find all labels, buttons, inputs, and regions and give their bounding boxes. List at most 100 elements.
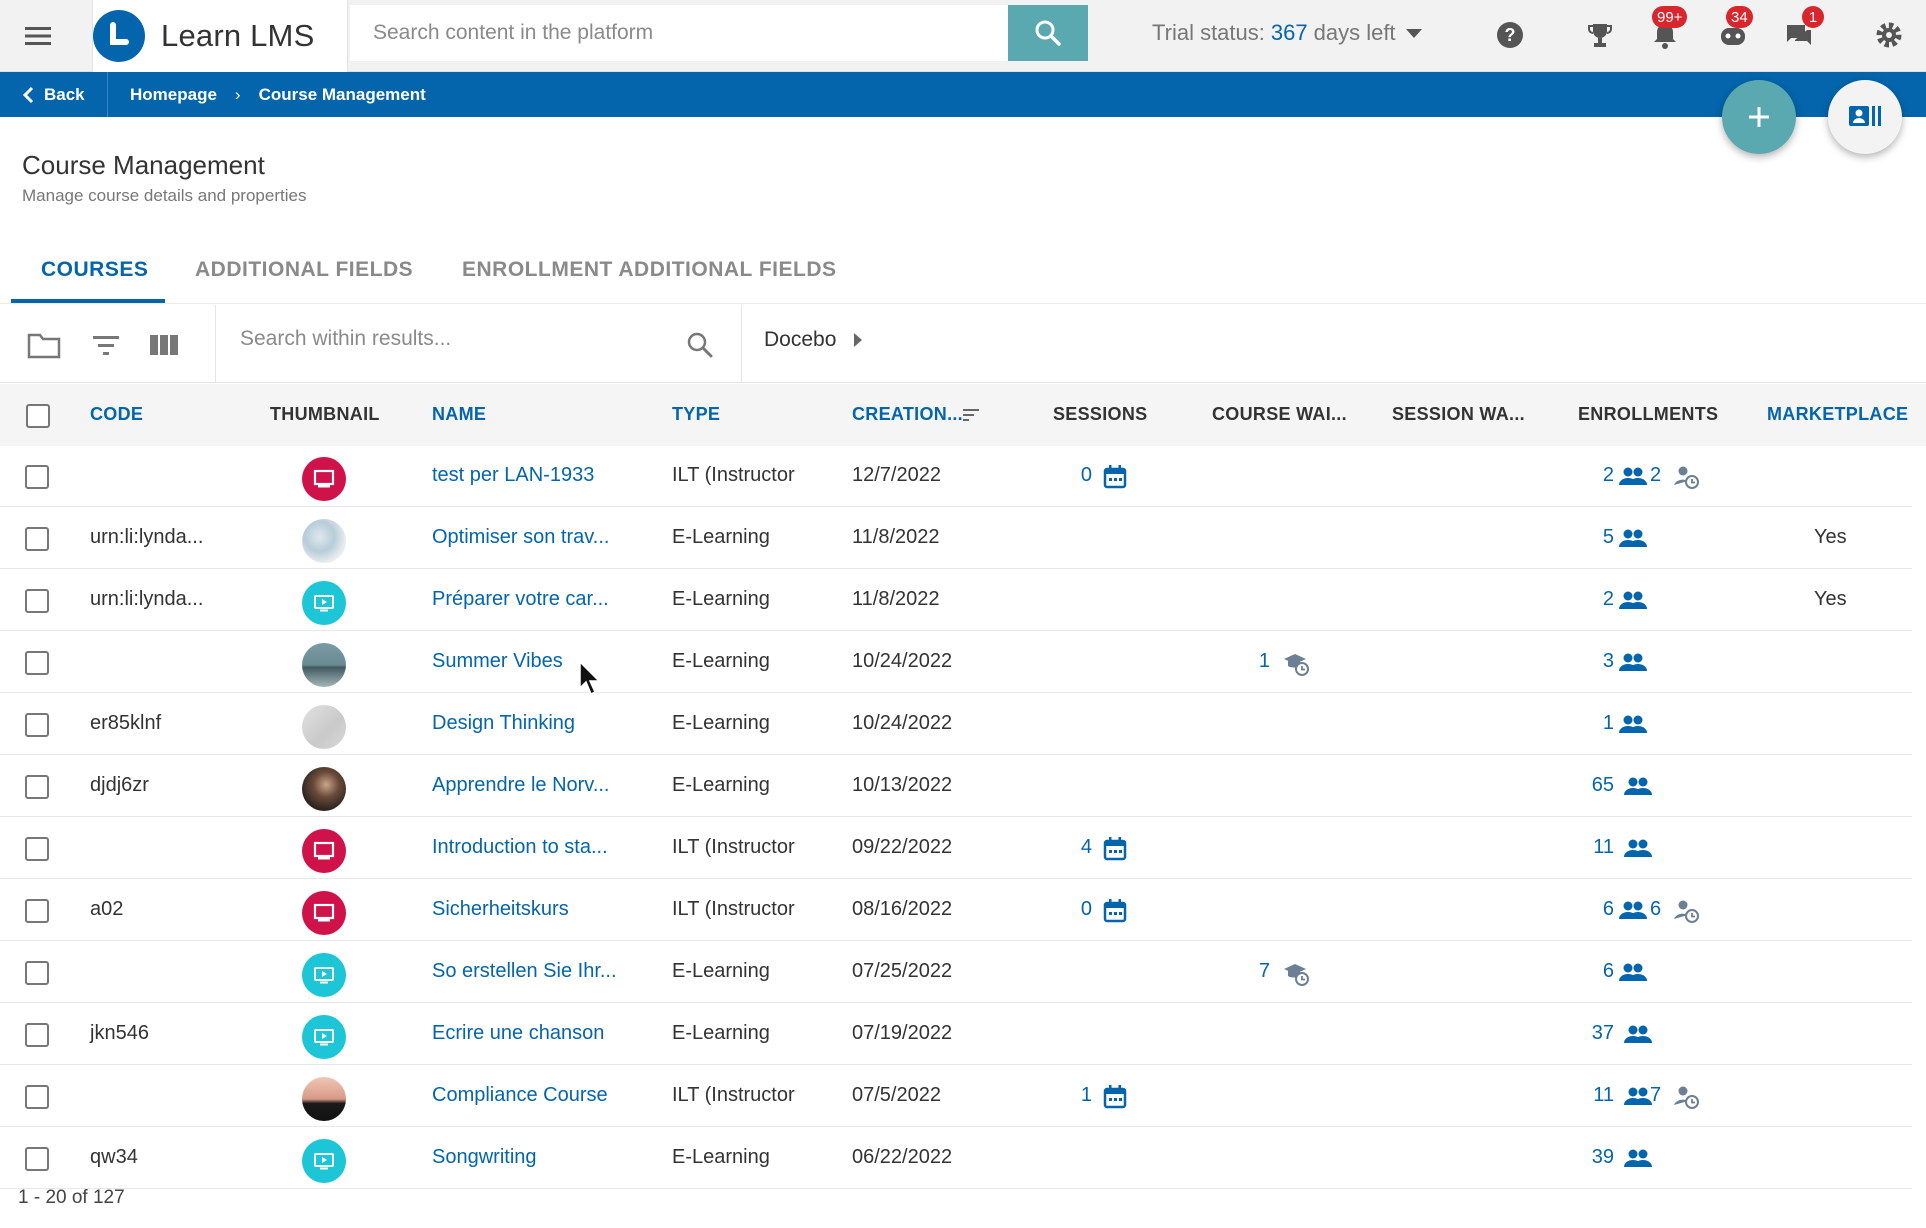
- table-row[interactable]: Introduction to sta... ILT (Instructor 09/…: [0, 818, 1912, 879]
- folder-icon[interactable]: [26, 327, 62, 363]
- table-row[interactable]: Compliance Course ILT (Instructor 07/5/202…: [0, 1066, 1912, 1127]
- course-waiting-count[interactable]: 1: [1258, 650, 1270, 672]
- row-checkbox[interactable]: [25, 899, 49, 923]
- global-search-input[interactable]: Search content in the platform: [350, 5, 1008, 61]
- course-name-link[interactable]: Ecrire une chanson: [432, 1022, 605, 1044]
- filter-icon[interactable]: [88, 327, 124, 363]
- enrollment-waiting-count[interactable]: 6: [1650, 898, 1662, 920]
- table-row[interactable]: Summer Vibes E-Learning 10/24/2022 1 3: [0, 632, 1912, 693]
- search-icon[interactable]: [684, 329, 720, 365]
- bot-icon[interactable]: [1716, 18, 1750, 52]
- calendar-icon[interactable]: [1101, 835, 1129, 863]
- row-checkbox[interactable]: [25, 837, 49, 861]
- users-icon[interactable]: [1618, 587, 1648, 615]
- course-name-link[interactable]: Apprendre le Norv...: [432, 774, 610, 796]
- course-name-link[interactable]: Design Thinking: [432, 712, 576, 734]
- enrollments-count[interactable]: 5: [1602, 526, 1614, 548]
- users-icon[interactable]: [1623, 1145, 1653, 1173]
- users-icon[interactable]: [1618, 649, 1648, 677]
- column-type[interactable]: TYPE: [672, 404, 721, 424]
- waiting-user-icon[interactable]: [1672, 897, 1700, 925]
- calendar-icon[interactable]: [1101, 897, 1129, 925]
- row-checkbox[interactable]: [25, 775, 49, 799]
- sessions-count[interactable]: 4: [1080, 836, 1092, 858]
- course-name-link[interactable]: Introduction to sta...: [432, 836, 608, 858]
- table-row[interactable]: a02 Sicherheitskurs ILT (Instructor 08/16/2…: [0, 880, 1912, 941]
- enrollments-count[interactable]: 1: [1602, 712, 1614, 734]
- waiting-course-icon[interactable]: [1282, 959, 1310, 987]
- sessions-count[interactable]: 1: [1080, 1084, 1092, 1106]
- table-row[interactable]: qw34 Songwriting E-Learning 06/22/2022 39: [0, 1128, 1912, 1189]
- row-checkbox[interactable]: [25, 1147, 49, 1171]
- course-name-link[interactable]: Compliance Course: [432, 1084, 608, 1106]
- course-name-link[interactable]: Summer Vibes: [432, 650, 563, 672]
- users-icon[interactable]: [1618, 711, 1648, 739]
- row-checkbox[interactable]: [25, 1023, 49, 1047]
- course-name-link[interactable]: Optimiser son trav...: [432, 526, 610, 548]
- calendar-icon[interactable]: [1101, 1083, 1129, 1111]
- row-checkbox[interactable]: [25, 961, 49, 985]
- enrollments-count[interactable]: 11: [1593, 836, 1614, 858]
- users-icon[interactable]: [1623, 835, 1653, 863]
- course-waiting-count[interactable]: 7: [1258, 960, 1270, 982]
- row-checkbox[interactable]: [25, 465, 49, 489]
- table-row[interactable]: test per LAN-1933 ILT (Instructor 12/7/202…: [0, 446, 1912, 507]
- column-marketplace[interactable]: MARKETPLACE: [1767, 404, 1909, 424]
- app-logo[interactable]: Learn LMS: [92, 0, 348, 72]
- users-icon[interactable]: [1618, 959, 1648, 987]
- enrollments-count[interactable]: 3: [1602, 650, 1614, 672]
- sessions-count[interactable]: 0: [1080, 898, 1092, 920]
- waiting-course-icon[interactable]: [1282, 649, 1310, 677]
- table-row[interactable]: So erstellen Sie Ihr... E-Learning 07/25/2…: [0, 942, 1912, 1003]
- contact-card-button[interactable]: [1828, 80, 1902, 154]
- enrollments-count[interactable]: 6: [1602, 898, 1614, 920]
- tab-enrollment-additional-fields[interactable]: ENROLLMENT ADDITIONAL FIELDS: [462, 258, 837, 281]
- users-icon[interactable]: [1618, 463, 1648, 491]
- add-button[interactable]: [1722, 80, 1796, 154]
- enrollment-waiting-count[interactable]: 7: [1650, 1084, 1662, 1106]
- users-icon[interactable]: [1623, 1021, 1653, 1049]
- tab-courses[interactable]: COURSES: [41, 258, 149, 281]
- waiting-user-icon[interactable]: [1672, 463, 1700, 491]
- users-icon[interactable]: [1618, 525, 1648, 553]
- enrollments-count[interactable]: 39: [1591, 1146, 1614, 1168]
- enrollments-count[interactable]: 11: [1593, 1084, 1614, 1106]
- trophy-icon[interactable]: [1583, 18, 1617, 52]
- table-row[interactable]: er85klnf Design Thinking E-Learning 10/24/2…: [0, 694, 1912, 755]
- chat-icon[interactable]: [1782, 18, 1816, 52]
- users-icon[interactable]: [1623, 1083, 1653, 1111]
- breadcrumb-homepage[interactable]: Homepage: [130, 84, 217, 104]
- course-name-link[interactable]: Songwriting: [432, 1146, 537, 1168]
- columns-icon[interactable]: [146, 327, 182, 363]
- table-row[interactable]: urn:li:lynda... Préparer votre car... E-Le…: [0, 570, 1912, 631]
- enrollments-count[interactable]: 6: [1602, 960, 1614, 982]
- row-checkbox[interactable]: [25, 1085, 49, 1109]
- course-name-link[interactable]: Préparer votre car...: [432, 588, 609, 610]
- row-checkbox[interactable]: [25, 713, 49, 737]
- column-name[interactable]: NAME: [432, 404, 487, 424]
- table-row[interactable]: jkn546 Ecrire une chanson E-Learning 07/19/…: [0, 1004, 1912, 1065]
- column-creation[interactable]: CREATION...: [852, 404, 963, 424]
- table-row[interactable]: urn:li:lynda... Optimiser son trav... E-Le…: [0, 508, 1912, 569]
- trial-status[interactable]: Trial status: 367 days left: [1152, 20, 1422, 46]
- course-name-link[interactable]: Sicherheitskurs: [432, 898, 569, 920]
- enrollments-count[interactable]: 2: [1602, 464, 1614, 486]
- enrollment-waiting-count[interactable]: 2: [1650, 464, 1662, 486]
- sessions-count[interactable]: 0: [1080, 464, 1092, 486]
- tab-additional-fields[interactable]: ADDITIONAL FIELDS: [195, 258, 414, 281]
- calendar-icon[interactable]: [1101, 463, 1129, 491]
- branch-selector[interactable]: Docebo: [764, 328, 863, 352]
- select-all-checkbox[interactable]: [26, 404, 50, 428]
- course-name-link[interactable]: test per LAN-1933: [432, 464, 595, 486]
- menu-icon[interactable]: [22, 20, 54, 52]
- bell-icon[interactable]: [1648, 18, 1682, 52]
- table-row[interactable]: djdj6zr Apprendre le Norv... E-Learning 10/…: [0, 756, 1912, 817]
- waiting-user-icon[interactable]: [1672, 1083, 1700, 1111]
- sort-icon[interactable]: [962, 406, 980, 424]
- enrollments-count[interactable]: 2: [1602, 588, 1614, 610]
- search-button[interactable]: [1008, 5, 1088, 61]
- enrollments-count[interactable]: 37: [1591, 1022, 1614, 1044]
- help-icon[interactable]: ?: [1493, 18, 1527, 52]
- course-name-link[interactable]: So erstellen Sie Ihr...: [432, 960, 617, 982]
- row-checkbox[interactable]: [25, 651, 49, 675]
